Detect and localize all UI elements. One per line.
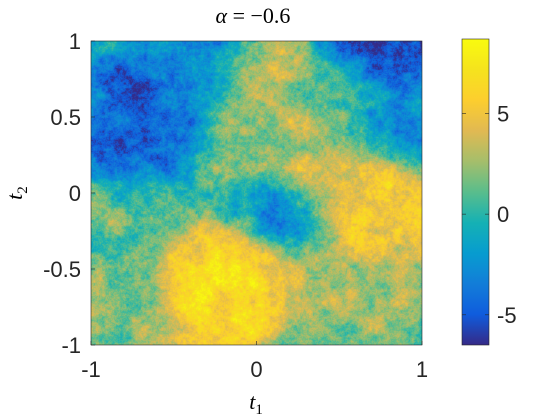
- colorbar-tick-label: 0: [497, 202, 509, 227]
- y-axis-ticks: 1 0.5 0 -0.5 -1: [43, 29, 95, 358]
- heatmap-plot-area: [91, 41, 422, 345]
- x-tick-label: -1: [81, 357, 101, 382]
- chart-title: α = −0.6: [216, 3, 291, 28]
- x-axis-label: t1: [249, 389, 263, 418]
- x-tick-label: 1: [416, 357, 428, 382]
- y-tick-label: -0.5: [43, 257, 81, 282]
- colorbar-ticks: 5 0 -5: [462, 101, 517, 328]
- y-axis-label: t2: [2, 186, 31, 200]
- y-tick-label: -1: [61, 333, 81, 358]
- heatmap-image: [91, 41, 422, 345]
- colorbar-tick-label: 5: [497, 101, 509, 126]
- colorbar-tick-label: -5: [497, 303, 517, 328]
- x-axis-ticks: -1 0 1: [81, 341, 428, 382]
- x-tick-label: 0: [250, 357, 262, 382]
- y-tick-label: 1: [69, 29, 81, 54]
- svg-text:α = −0.6: α = −0.6: [216, 3, 291, 28]
- y-tick-label: 0: [69, 181, 81, 206]
- colorbar: [461, 38, 490, 346]
- y-tick-label: 0.5: [50, 105, 81, 130]
